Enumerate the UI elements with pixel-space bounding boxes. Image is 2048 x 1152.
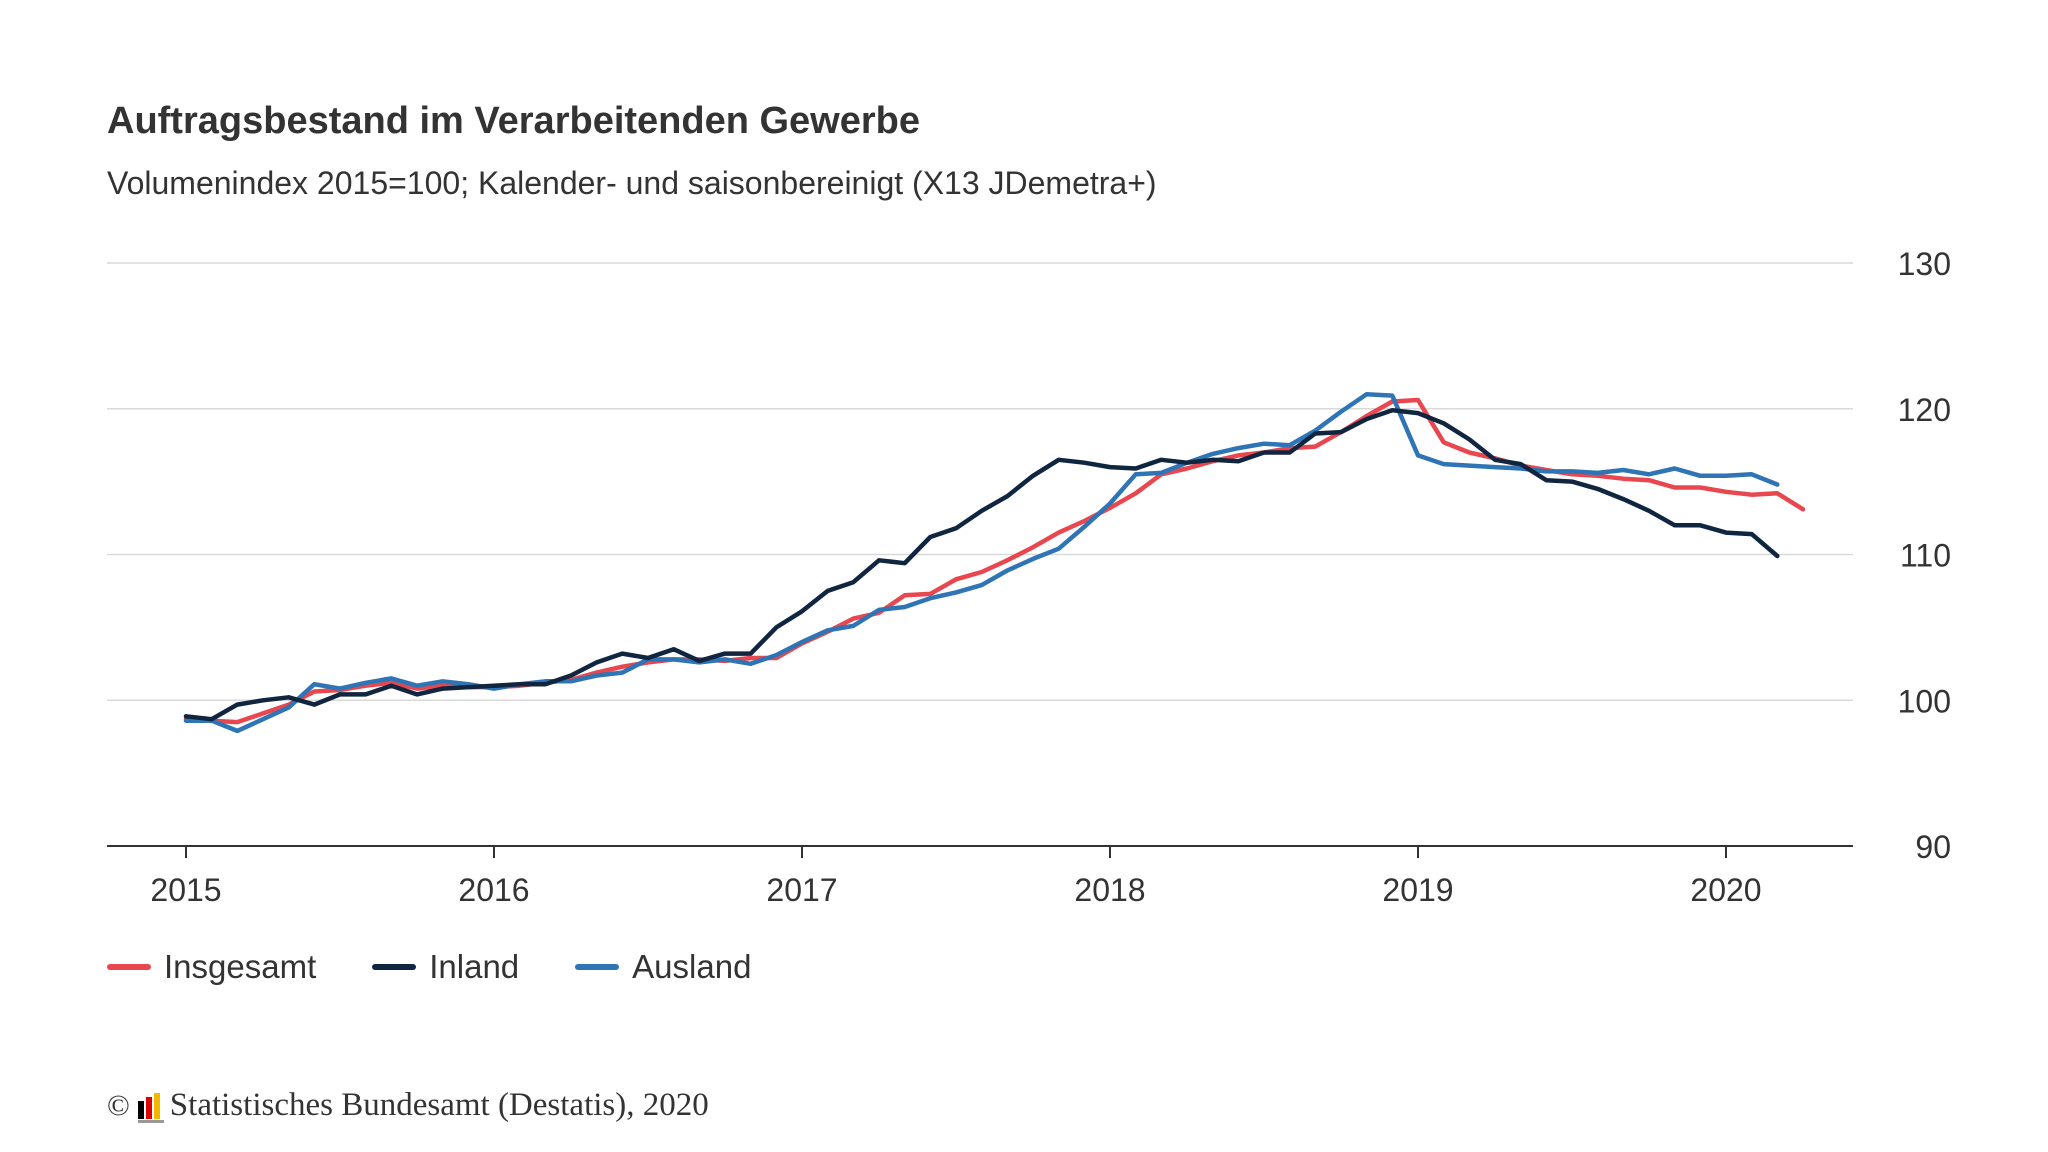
source-footer: © Statistisches Bundesamt (Destatis), 20… — [107, 1087, 709, 1124]
copyright-symbol: © — [107, 1088, 130, 1122]
destatis-logo-icon — [137, 1092, 164, 1123]
x-tick-label: 2018 — [1074, 872, 1145, 908]
x-tick-label: 2019 — [1382, 872, 1453, 908]
series-line-inland — [183, 407, 1780, 722]
legend-item-insgesamt: Insgesamt — [107, 948, 316, 986]
legend-swatch-ausland — [575, 964, 620, 970]
series-line-ausland — [183, 391, 1780, 734]
legend-swatch-insgesamt — [107, 964, 151, 970]
series-line-insgesamt — [183, 397, 1806, 725]
y-tick-label: 120 — [1898, 392, 1951, 428]
legend-swatch-inland — [372, 964, 417, 970]
x-tick-label: 2017 — [766, 872, 837, 908]
chart-title: Auftragsbestand im Verarbeitenden Gewerb… — [107, 100, 921, 142]
source-text: Statistisches Bundesamt (Destatis), 2020 — [169, 1087, 709, 1123]
x-tick-label: 2015 — [150, 872, 221, 908]
y-tick-label: 100 — [1898, 683, 1951, 719]
y-tick-label: 90 — [1915, 829, 1951, 865]
legend: Insgesamt Inland Ausland — [107, 948, 807, 986]
y-tick-label: 130 — [1898, 246, 1951, 282]
legend-label-insgesamt: Insgesamt — [164, 948, 317, 985]
legend-item-inland: Inland — [372, 948, 519, 986]
legend-label-inland: Inland — [429, 948, 520, 985]
legend-label-ausland: Ausland — [632, 948, 752, 985]
legend-item-ausland: Ausland — [575, 948, 751, 986]
x-tick-label: 2016 — [458, 872, 529, 908]
y-tick-label: 110 — [1900, 538, 1951, 574]
x-tick-label: 2020 — [1690, 872, 1761, 908]
chart-subtitle: Volumenindex 2015=100; Kalender- und sai… — [107, 165, 1157, 201]
